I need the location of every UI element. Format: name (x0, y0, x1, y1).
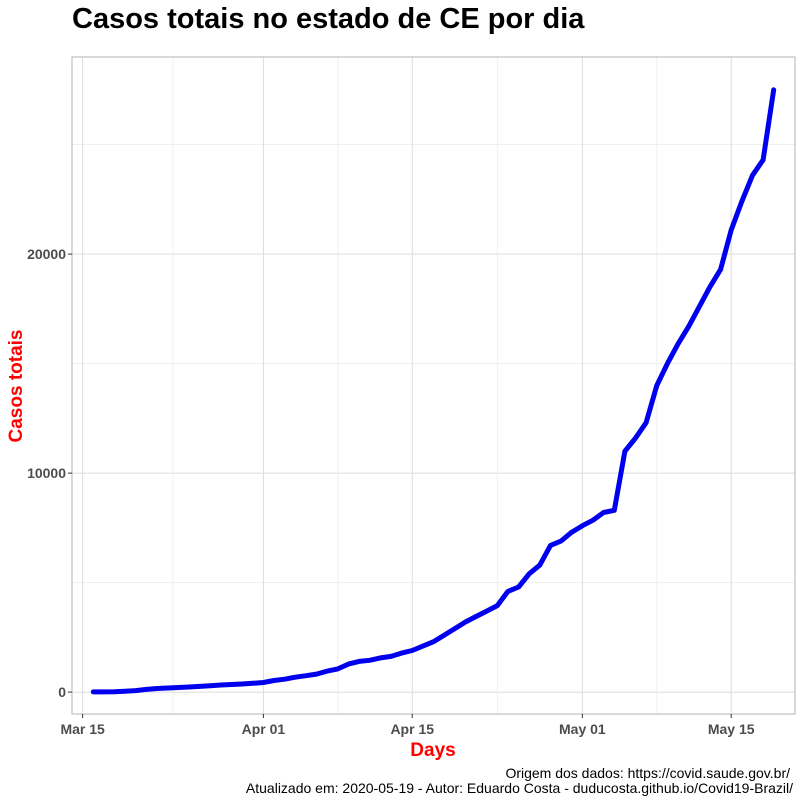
x-axis: Mar 15 Apr 01 Apr 15 May 01 May 15 (60, 714, 755, 737)
grid (72, 57, 795, 714)
caption-update: Atualizado em: 2020-05-19 - Autor: Eduar… (246, 780, 793, 796)
x-tick-label: Apr 15 (390, 721, 434, 737)
x-tick-label: May 01 (559, 721, 606, 737)
y-axis: 0 10000 20000 (27, 246, 72, 700)
y-axis-title: Casos totais (6, 330, 27, 443)
x-tick-label: Mar 15 (60, 721, 105, 737)
y-tick-label: 20000 (27, 246, 66, 262)
x-axis-title: Days (410, 740, 455, 761)
x-tick-label: Apr 01 (242, 721, 286, 737)
series-line (90, 87, 777, 695)
caption-source: Origem dos dados: https://covid.saude.go… (505, 765, 790, 781)
chart-title: Casos totais no estado de CE por dia (72, 3, 585, 35)
y-tick-label: 10000 (27, 465, 66, 481)
y-tick-label: 0 (58, 684, 66, 700)
plot-panel (71, 56, 796, 715)
series-layer (90, 87, 777, 695)
x-tick-label: May 15 (708, 721, 755, 737)
